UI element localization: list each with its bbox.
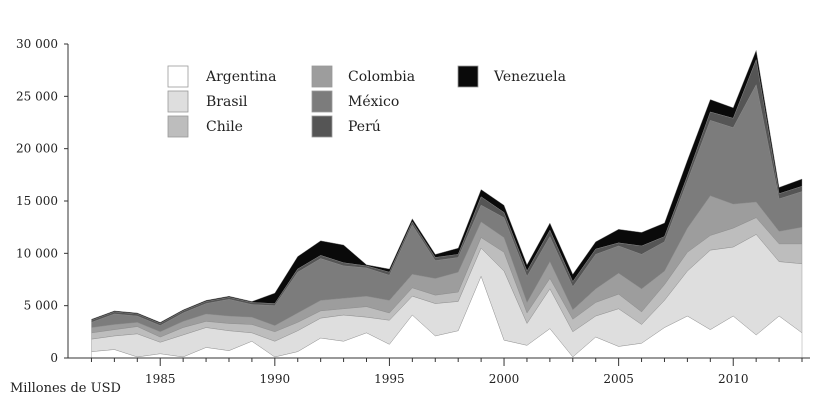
x-tick-label: 1995 bbox=[374, 372, 405, 386]
unit-label: Millones de USD bbox=[10, 381, 121, 396]
legend-label: Colombia bbox=[348, 69, 415, 85]
x-tick-label: 2000 bbox=[489, 372, 520, 386]
y-tick-label: 25 000 bbox=[16, 89, 58, 103]
x-tick-label: 2010 bbox=[718, 372, 749, 386]
legend-swatch bbox=[167, 65, 189, 88]
y-tick-label: 0 bbox=[50, 351, 58, 365]
legend-label: México bbox=[348, 94, 399, 110]
legend-swatch bbox=[167, 90, 189, 113]
y-axis: 0 5 000 10 000 15 000 20 000 25 000 30 000 bbox=[16, 37, 69, 365]
y-tick-label: 15 000 bbox=[16, 194, 58, 208]
y-tick-label: 30 000 bbox=[16, 37, 58, 51]
y-tick-label: 20 000 bbox=[16, 142, 58, 156]
x-tick-label: 1985 bbox=[145, 372, 176, 386]
legend-swatch bbox=[311, 90, 333, 113]
x-axis: 1985 1990 1995 2000 2005 2010 bbox=[68, 357, 810, 386]
legend-label: Venezuela bbox=[493, 69, 566, 85]
legend-swatch bbox=[167, 115, 189, 138]
legend-swatch bbox=[311, 65, 333, 88]
y-tick-label: 10 000 bbox=[16, 246, 58, 260]
legend-label: Chile bbox=[206, 119, 243, 135]
y-tick-label: 5 000 bbox=[24, 299, 58, 313]
area-series-group bbox=[91, 49, 803, 359]
legend-label: Perú bbox=[348, 119, 381, 135]
legend-label: Brasil bbox=[206, 94, 248, 110]
legend-label: Argentina bbox=[205, 69, 277, 85]
legend-swatch bbox=[311, 115, 333, 138]
legend: Argentina Brasil Chile Colombia México Perú Ve… bbox=[167, 65, 566, 138]
x-tick-label: 2005 bbox=[603, 372, 634, 386]
legend-swatch bbox=[457, 65, 479, 88]
x-tick-label: 1990 bbox=[260, 372, 291, 386]
